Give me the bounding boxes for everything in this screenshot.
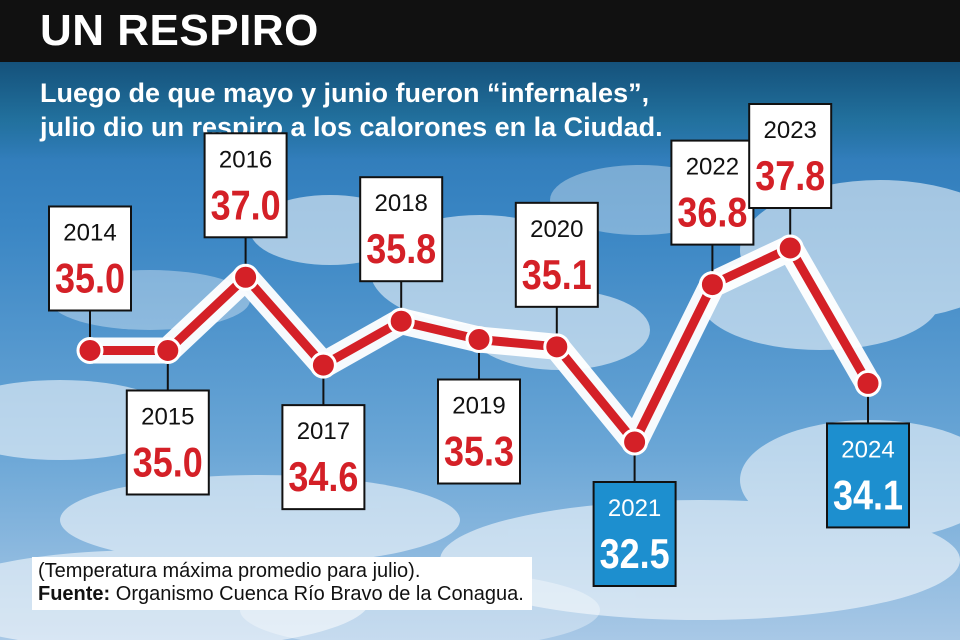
data-point-2023 bbox=[776, 234, 804, 262]
value-label-2014: 35.0 bbox=[55, 254, 125, 301]
footer-source: Fuente: Organismo Cuenca Río Bravo de la… bbox=[38, 583, 524, 606]
value-label-2021: 32.5 bbox=[600, 530, 670, 577]
data-point-2014 bbox=[76, 336, 104, 364]
value-label-2017: 34.6 bbox=[288, 453, 358, 500]
label-box-2015 bbox=[125, 389, 210, 496]
value-label-2022: 36.8 bbox=[677, 189, 747, 236]
year-label-2018: 2018 bbox=[375, 190, 428, 217]
year-label-2024: 2024 bbox=[841, 436, 894, 463]
footer-note: (Temperatura máxima promedio para julio)… bbox=[32, 557, 532, 610]
label-box-2014 bbox=[48, 205, 132, 312]
label-box-2017 bbox=[281, 404, 366, 511]
source-label: Fuente: bbox=[38, 583, 111, 605]
label-box-2022 bbox=[670, 139, 755, 246]
source-text: Organismo Cuenca Río Bravo de la Conagua… bbox=[115, 583, 524, 605]
data-point-2019 bbox=[465, 326, 493, 354]
year-label-2019: 2019 bbox=[452, 393, 505, 420]
subtitle-line-1: Luego de que mayo y junio fueron “infern… bbox=[40, 78, 650, 108]
footer-note-text: (Temperatura máxima promedio para julio)… bbox=[38, 560, 421, 582]
data-point-2022 bbox=[698, 271, 726, 299]
year-label-2022: 2022 bbox=[686, 154, 739, 181]
data-point-2015 bbox=[154, 336, 182, 364]
label-box-2023 bbox=[748, 103, 833, 209]
year-label-2020: 2020 bbox=[530, 216, 583, 243]
year-label-2017: 2017 bbox=[297, 418, 350, 445]
data-point-2024 bbox=[854, 369, 882, 397]
value-label-2020: 35.1 bbox=[522, 251, 592, 298]
data-point-2018 bbox=[387, 307, 415, 335]
value-label-2016: 37.0 bbox=[211, 181, 281, 228]
chart-subtitle: Luego de que mayo y junio fueron “infern… bbox=[40, 76, 663, 144]
label-box-2018 bbox=[359, 176, 444, 283]
label-box-2020 bbox=[514, 201, 599, 308]
value-label-2023: 37.8 bbox=[755, 152, 825, 199]
label-box-2021 bbox=[592, 481, 677, 587]
chart-title: UN RESPIRO bbox=[40, 6, 319, 55]
year-label-2016: 2016 bbox=[219, 146, 272, 173]
year-label-2021: 2021 bbox=[608, 495, 661, 522]
value-label-2018: 35.8 bbox=[366, 225, 436, 272]
data-point-2017 bbox=[309, 351, 337, 379]
subtitle-line-2: julio dio un respiro a los calorones en … bbox=[40, 112, 663, 142]
label-box-2019 bbox=[437, 378, 521, 485]
value-label-2019: 35.3 bbox=[444, 428, 514, 475]
data-point-2020 bbox=[543, 333, 571, 361]
title-bar bbox=[0, 0, 960, 62]
label-box-2016 bbox=[203, 132, 288, 239]
data-point-2016 bbox=[232, 263, 260, 291]
year-label-2014: 2014 bbox=[63, 219, 116, 246]
year-label-2023: 2023 bbox=[764, 117, 817, 144]
value-label-2015: 35.0 bbox=[133, 438, 203, 485]
value-label-2024: 34.1 bbox=[833, 471, 903, 518]
data-point-2021 bbox=[621, 428, 649, 456]
label-box-2024 bbox=[826, 422, 910, 529]
year-label-2015: 2015 bbox=[141, 403, 194, 430]
